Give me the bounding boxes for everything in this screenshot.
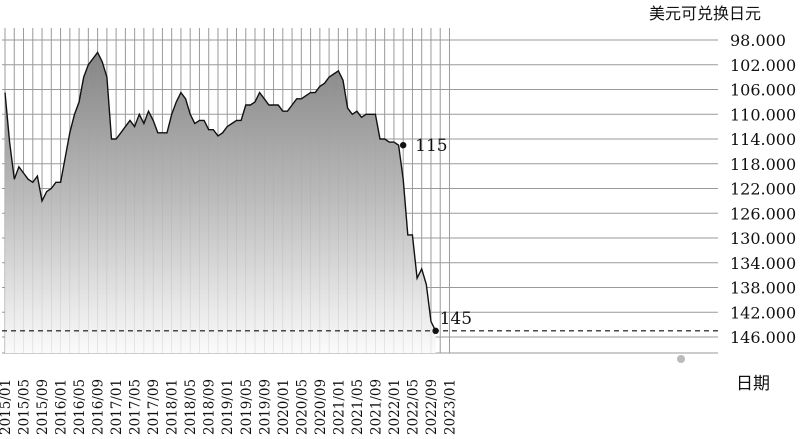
x-tick-label: 2020/05 xyxy=(294,379,310,435)
x-tick-label: 2020/09 xyxy=(313,379,329,435)
x-tick-label: 2016/09 xyxy=(91,379,107,435)
x-axis-tick-labels: 2015/01 2015/05 2015/09 2016/01 2016/05 2016/… xyxy=(0,379,458,435)
x-tick-label: 2019/01 xyxy=(220,379,236,435)
y-tick-label: 126.000 xyxy=(730,204,796,223)
y-tick-label: 122.000 xyxy=(730,180,796,199)
x-tick-label: 2019/09 xyxy=(257,379,273,435)
annotation-point xyxy=(432,327,439,335)
y-tick-label: 138.000 xyxy=(730,279,796,298)
y-tick-label: 114.000 xyxy=(730,130,796,149)
x-tick-label: 2022/01 xyxy=(387,379,403,435)
x-axis-label: 日期 xyxy=(736,374,770,394)
series-line xyxy=(4,51,437,332)
x-tick-label: 2023/01 xyxy=(442,379,458,435)
y-tick-label: 130.000 xyxy=(730,229,796,248)
annotation-label: 115 xyxy=(415,136,447,156)
x-tick-label: 2018/01 xyxy=(165,379,181,435)
y-tick-label: 98.000 xyxy=(730,31,786,50)
x-tick-label: 2022/05 xyxy=(405,379,421,435)
x-tick-label: 2017/05 xyxy=(128,379,144,435)
unit-label: 美元可兑换日元 xyxy=(649,4,761,23)
y-tick-label: 102.000 xyxy=(730,56,796,75)
y-axis-tick-labels: 98.000 102.000 106.000 110.000 114.000 118.00… xyxy=(730,31,796,347)
area-fill xyxy=(5,52,436,354)
annotation-point xyxy=(399,141,407,149)
annotations: 115 145 xyxy=(399,136,472,335)
y-tick-label: 142.000 xyxy=(730,303,796,322)
x-tick-label: 2017/09 xyxy=(146,379,162,435)
x-tick-label: 2017/01 xyxy=(109,379,125,435)
x-tick-label: 2021/05 xyxy=(350,379,366,435)
x-tick-label: 2018/09 xyxy=(202,379,218,435)
vertical-gridlines-overlay xyxy=(4,28,450,353)
x-tick-label: 2021/09 xyxy=(368,379,384,435)
x-tick-label: 2016/01 xyxy=(54,379,70,435)
x-tick-label: 2015/01 xyxy=(0,379,14,435)
y-tick-label: 110.000 xyxy=(730,105,796,124)
x-tick-label: 2022/09 xyxy=(424,379,440,435)
annotation-label: 145 xyxy=(440,309,472,329)
y-tick-label: 106.000 xyxy=(730,81,796,100)
x-tick-label: 2015/05 xyxy=(17,379,33,435)
y-tick-label: 118.000 xyxy=(730,155,796,174)
x-tick-label: 2019/05 xyxy=(239,379,255,435)
scroll-indicator-dot xyxy=(677,355,685,363)
x-tick-label: 2020/01 xyxy=(276,379,292,435)
y-tick-label: 134.000 xyxy=(730,254,796,273)
x-tick-label: 2016/05 xyxy=(72,379,88,435)
x-tick-label: 2015/09 xyxy=(35,379,51,435)
x-tick-label: 2021/01 xyxy=(331,379,347,435)
x-tick-label: 2018/05 xyxy=(183,379,199,435)
y-tick-label: 146.000 xyxy=(730,328,796,347)
